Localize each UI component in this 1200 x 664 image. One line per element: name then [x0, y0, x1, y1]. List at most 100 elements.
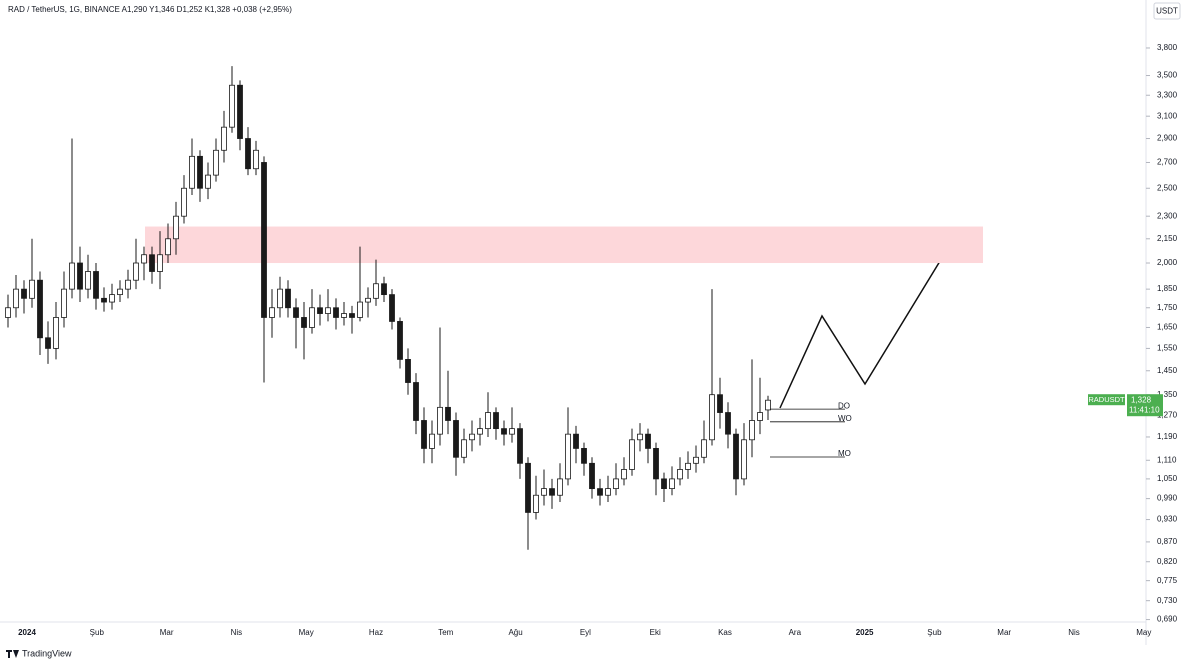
candle-body — [445, 406, 451, 421]
candle-body — [765, 399, 771, 411]
candle-body — [317, 307, 323, 314]
x-tick-label: Eyl — [580, 628, 591, 637]
y-tick-label: 2,150 — [1157, 234, 1178, 243]
countdown-label: 11:41:10 — [1129, 405, 1160, 414]
candle-body — [645, 433, 651, 449]
candle-body — [501, 428, 507, 435]
candle-body — [709, 394, 715, 441]
chart-title: RAD / TetherUS, 1G, BINANCE A1,290 Y1,34… — [8, 5, 292, 14]
candle-body — [693, 456, 699, 464]
y-tick-label: 3,800 — [1157, 43, 1178, 52]
candle-body — [389, 294, 395, 322]
currency-box[interactable] — [1153, 2, 1181, 20]
candle-body — [477, 428, 483, 435]
x-tick-label: Ağu — [508, 628, 522, 637]
candle-body — [109, 294, 115, 303]
projection-arrow — [779, 247, 949, 409]
x-tick-label: Nis — [1068, 628, 1080, 637]
candle-body — [421, 420, 427, 449]
candle-body — [717, 394, 723, 413]
y-tick-label: 3,300 — [1157, 90, 1178, 99]
candle-body — [13, 288, 19, 309]
x-tick-label: Mar — [997, 628, 1011, 637]
level-label: MO — [838, 449, 851, 458]
brand-logo — [6, 650, 19, 658]
resistance-zone — [145, 226, 983, 264]
candle-body — [517, 428, 523, 464]
candle-body — [557, 478, 563, 496]
candle-body — [725, 412, 731, 435]
y-tick-label: 2,500 — [1157, 183, 1178, 192]
candle-body — [93, 271, 99, 299]
y-tick-label: 1,190 — [1157, 432, 1178, 441]
candle-body — [5, 307, 11, 318]
y-tick-label: 0,775 — [1157, 576, 1178, 585]
candle-body — [525, 462, 531, 513]
candle-body — [53, 317, 59, 349]
candle-body — [493, 412, 499, 430]
candle-body — [613, 478, 619, 490]
candle-body — [733, 433, 739, 480]
y-tick-label: 2,300 — [1157, 211, 1178, 220]
candle-body — [229, 84, 235, 128]
candle-body — [429, 433, 435, 449]
candle-body — [205, 174, 211, 189]
candle-body — [277, 288, 283, 309]
candle-body — [541, 488, 547, 496]
candle-body — [245, 138, 251, 170]
x-tick-label: Haz — [369, 628, 383, 637]
candle-body — [325, 307, 331, 314]
candle-body — [381, 283, 387, 296]
level-label: DO — [838, 401, 850, 410]
candle-body — [69, 262, 75, 290]
x-tick-label: 2024 — [18, 628, 36, 637]
price-label: 1,328 — [1131, 395, 1152, 404]
y-tick-label: 0,820 — [1157, 557, 1178, 566]
candle-body — [701, 439, 707, 458]
candle-body — [485, 412, 491, 430]
y-tick-label: 1,450 — [1157, 366, 1178, 375]
candle-body — [77, 262, 83, 290]
y-tick-label: 2,900 — [1157, 134, 1178, 143]
symbol-label: RADUSDT — [1088, 395, 1125, 404]
candle-body — [741, 439, 747, 480]
x-tick-label: Şub — [927, 628, 942, 637]
candle-body — [509, 428, 515, 435]
candle-body — [157, 254, 163, 272]
candle-body — [677, 469, 683, 480]
x-tick-label: Ara — [789, 628, 802, 637]
candle-body — [85, 271, 91, 290]
x-tick-label: Kas — [718, 628, 732, 637]
level-label: WO — [838, 414, 852, 423]
candle-body — [221, 126, 227, 151]
y-tick-label: 2,700 — [1157, 158, 1178, 167]
candle-body — [189, 155, 195, 189]
brand: TradingView — [22, 648, 72, 658]
x-tick-label: May — [299, 628, 314, 637]
y-tick-label: 1,850 — [1157, 284, 1178, 293]
candle-body — [309, 307, 315, 328]
candle-body — [581, 448, 587, 464]
x-tick-label: Tem — [438, 628, 453, 637]
candle-body — [629, 439, 635, 470]
candle-body — [597, 488, 603, 496]
candle-body — [589, 462, 595, 490]
x-tick-label: Nis — [231, 628, 243, 637]
currency[interactable]: USDT — [1156, 7, 1178, 16]
candle-body — [573, 433, 579, 449]
y-tick-label: 3,100 — [1157, 111, 1178, 120]
candle-body — [181, 187, 187, 217]
candle-body — [197, 155, 203, 189]
candle-body — [29, 279, 35, 299]
candle-body — [141, 254, 147, 264]
y-tick-label: 0,870 — [1157, 537, 1178, 546]
candle-body — [405, 358, 411, 383]
candle-body — [533, 494, 539, 513]
x-tick-label: May — [1136, 628, 1151, 637]
candle-body — [45, 337, 51, 349]
candle-body — [125, 279, 131, 290]
y-tick-label: 0,930 — [1157, 515, 1178, 524]
candle-body — [757, 412, 763, 421]
candle-body — [37, 279, 43, 339]
